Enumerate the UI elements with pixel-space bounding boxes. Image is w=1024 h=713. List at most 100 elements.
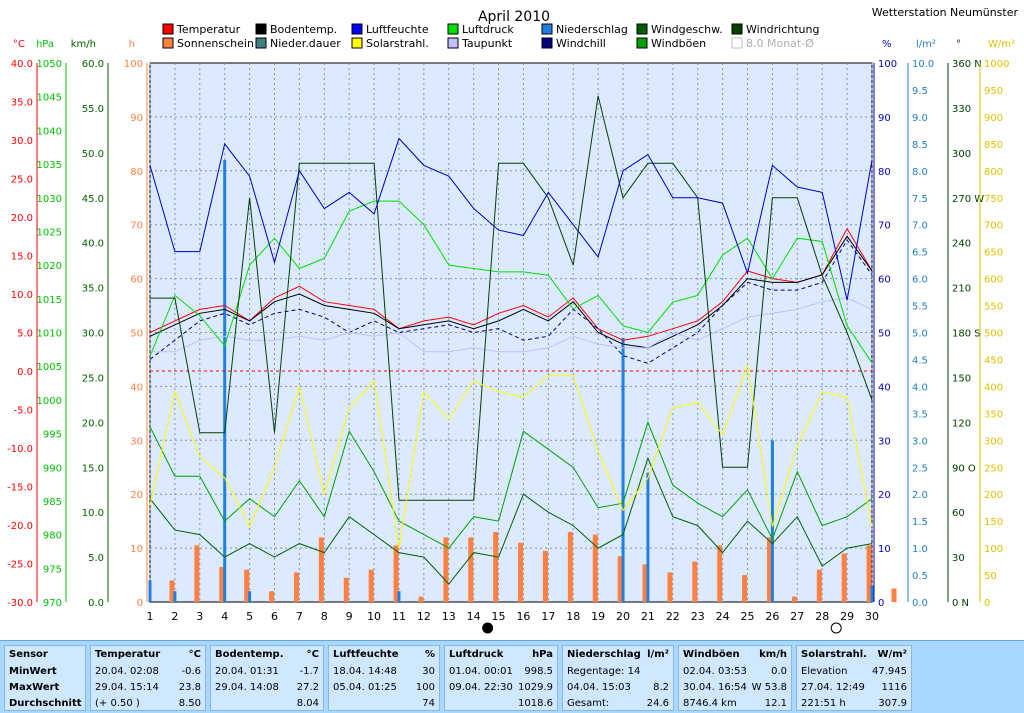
stats-row-value: 23.8	[178, 682, 201, 693]
legend: Temperatur Bodentemp. Luftfeuchte Luftdruck…	[162, 23, 819, 50]
axis-tick-label: 35.0	[11, 98, 33, 109]
stats-row-value: -0.6	[181, 666, 201, 677]
axis-tick-label: 1.5	[912, 517, 928, 528]
axis-tick-label: 1020	[37, 261, 62, 272]
legend-swatch	[162, 37, 174, 49]
axis-tick-label: 60	[952, 508, 965, 519]
axis-tick-label: 2.5	[912, 463, 928, 474]
stats-panel-title: Bodentemp.	[215, 649, 284, 660]
axis-tick-label: 1000	[984, 59, 1009, 70]
legend-swatch	[447, 23, 459, 35]
bar-sonnenschein	[791, 596, 797, 602]
axis-tick-label: 30	[952, 553, 965, 564]
stats-panel-title: Windböen	[683, 649, 740, 660]
legend-entry-label: Windgeschw.	[651, 23, 723, 36]
stats-row: 04.04. 15:03 8.2	[567, 682, 669, 696]
bar-series	[148, 160, 897, 602]
axis-tick-label: 0.0	[912, 598, 928, 609]
bar-niederschlag	[173, 591, 177, 602]
grid-lines	[149, 63, 873, 602]
axis-unit-label: W/m²	[988, 39, 1015, 50]
axis-tick-label: 5.5	[912, 302, 928, 313]
stats-luftdruck-panel: Luftdruck hPa 01.04. 00:01 998.5 09.04. 22:3…	[444, 645, 558, 711]
x-tick-label: 29	[840, 610, 854, 623]
stats-row-value: 8.04	[296, 698, 319, 709]
axis-tick-label: 5.0	[912, 329, 928, 340]
axis-tick-label: 8.0	[912, 167, 928, 178]
stats-row-detail: 01.04. 00:01	[449, 666, 513, 677]
axis-tick-label: 20.0	[82, 418, 104, 429]
axis-tick-label: 120	[952, 418, 971, 429]
axis-tick-label: 200	[984, 490, 1003, 501]
axis-tick-label: 700	[984, 221, 1003, 232]
axis-tick-label: 1040	[37, 126, 62, 137]
x-tick-label: 19	[591, 610, 605, 623]
axis-tick-label: 7.5	[912, 194, 928, 205]
bar-sonnenschein	[866, 545, 872, 602]
axis-tick-label: 1005	[37, 362, 62, 373]
x-tick-label: 18	[566, 610, 580, 623]
axis-tick-label: 8.5	[912, 140, 928, 151]
stats-row-detail: 27.04. 12:49	[801, 682, 865, 693]
x-tick-label: 30	[865, 610, 879, 623]
axis-tick-label: 25.0	[11, 175, 33, 186]
legend-entry-label: Bodentemp.	[270, 23, 337, 36]
stats-panel-title: Niederschlag	[567, 649, 641, 660]
axis-unit-label: %	[882, 39, 892, 50]
bar-sonnenschein	[169, 580, 175, 602]
x-tick-label: 3	[196, 610, 203, 623]
stats-row-value: 1029.9	[518, 682, 553, 693]
stats-panel-unit: °C	[306, 649, 319, 660]
stats-row-value: 307.9	[878, 698, 907, 709]
axis-tick-label: 600	[984, 275, 1003, 286]
bar-sonnenschein	[841, 553, 847, 602]
bar-sonnenschein	[493, 531, 499, 602]
new-moon-icon	[482, 622, 494, 634]
legend-swatch	[636, 23, 648, 35]
bar-sonnenschein	[742, 575, 748, 602]
axis-tick-label: 30	[878, 436, 891, 447]
axis-unit-label: hPa	[36, 39, 54, 50]
axis-tick-label: 40	[130, 382, 143, 393]
bar-sonnenschein	[617, 556, 623, 602]
axis-tick-label: 350	[984, 409, 1003, 420]
axis-tick-label: 5.0	[88, 553, 104, 564]
line-windchill	[149, 239, 873, 364]
axis-tick-label: 10	[130, 544, 143, 555]
bar-sonnenschein	[293, 572, 299, 602]
axis-tick-label: 900	[984, 113, 1003, 124]
x-tick-label: 5	[246, 610, 253, 623]
stats-row-value: 8.2	[653, 682, 669, 693]
axis-tick-label: 985	[43, 497, 62, 508]
stats-row: 1018.6	[449, 698, 553, 712]
stats-row-detail: 30.04. 16:54	[683, 682, 747, 693]
line-windben	[149, 420, 873, 549]
line-taupunkt	[150, 297, 873, 353]
line-windgeschw	[149, 456, 873, 585]
legend-swatch	[636, 37, 648, 49]
bar-niederschlag	[870, 585, 874, 602]
stats-row-detail: 18.04. 14:48	[333, 666, 397, 677]
legend-swatch	[731, 37, 743, 49]
axis-tick-label: 10	[878, 544, 891, 555]
axis-tick-label: 0 N	[952, 598, 969, 609]
axis-tick-label: 150	[952, 373, 971, 384]
axis-tick-label: 300	[952, 149, 971, 160]
bar-sonnenschein	[194, 545, 200, 602]
stats-row: 29.04. 14:08 27.2	[215, 682, 319, 696]
axis-tick-label: 2.0	[912, 490, 928, 501]
axis-tick-label: 15.0	[11, 252, 33, 263]
bar-sonnenschein	[891, 588, 897, 602]
bar-sonnenschein	[269, 591, 275, 602]
bar-sonnenschein	[667, 572, 673, 602]
axis-tick-label: -10.0	[7, 444, 33, 455]
axis-tick-label: 30.0	[82, 329, 104, 340]
legend-swatch	[255, 37, 267, 49]
stats-panel-title: Solarstrahl.	[801, 649, 867, 660]
stats-row-label: MinWert	[9, 666, 57, 677]
axis-tick-label: 1000	[37, 396, 62, 407]
stats-row-label: MaxWert	[9, 682, 60, 693]
axis-tick-label: 10.0	[912, 59, 934, 70]
x-tick-label: 1	[147, 610, 154, 623]
x-tick-label: 9	[346, 610, 353, 623]
